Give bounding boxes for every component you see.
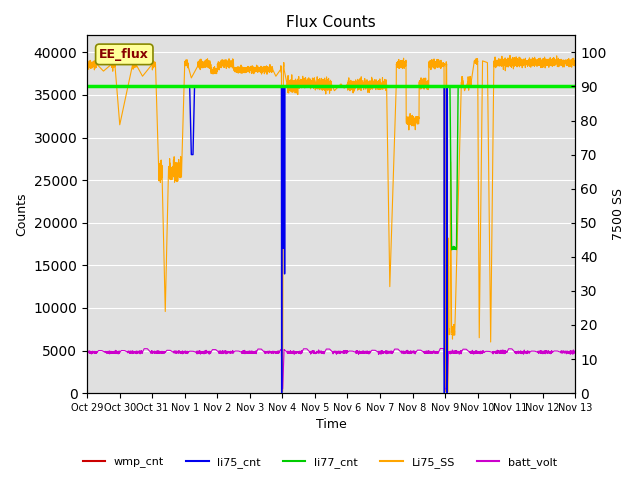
Legend: wmp_cnt, li75_cnt, li77_cnt, Li75_SS, batt_volt: wmp_cnt, li75_cnt, li77_cnt, Li75_SS, ba… [78, 452, 562, 472]
Y-axis label: 7500 SS: 7500 SS [612, 188, 625, 240]
Title: Flux Counts: Flux Counts [286, 15, 376, 30]
Text: EE_flux: EE_flux [99, 48, 149, 61]
X-axis label: Time: Time [316, 419, 346, 432]
Y-axis label: Counts: Counts [15, 192, 28, 236]
